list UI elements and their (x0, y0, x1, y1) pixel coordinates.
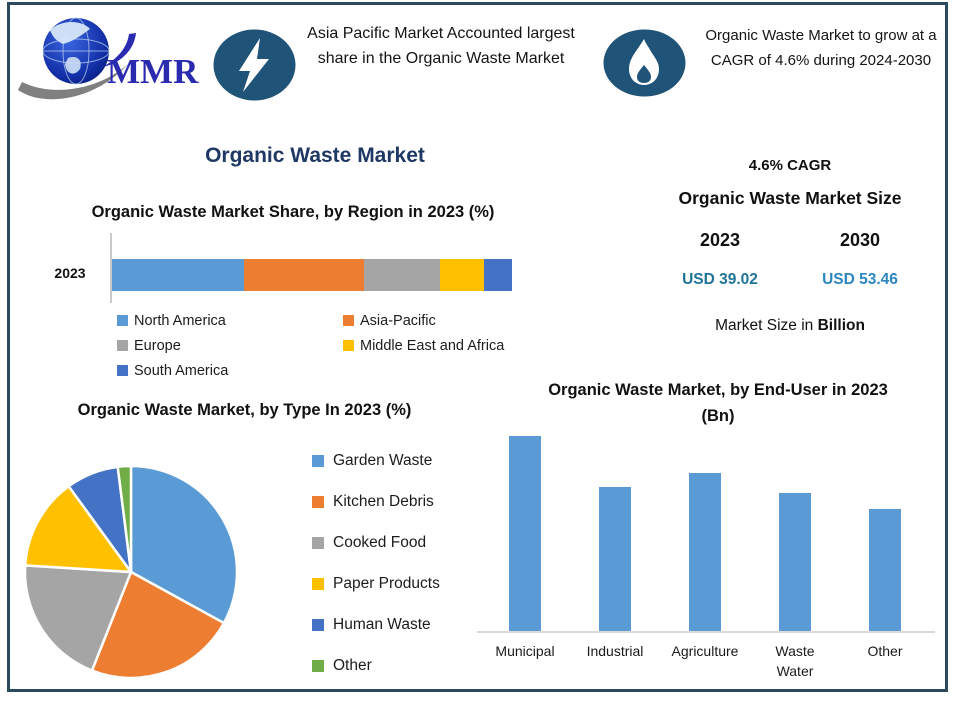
legend-label: Garden Waste (333, 452, 433, 469)
type-pie-chart (23, 464, 239, 680)
region-chart-legend: North America Asia-Pacific Europe Middle Ea… (117, 310, 557, 381)
pie-slice-cooked-food (23, 564, 133, 672)
legend-item-cooked-food: Cooked Food (312, 531, 440, 555)
region-chart-category-label: 2023 (54, 265, 86, 281)
region-chart-axis (110, 233, 112, 303)
legend-swatch (312, 537, 324, 549)
legend-swatch (117, 365, 128, 376)
legend-swatch (343, 340, 354, 351)
bar-column-waste-water (750, 493, 840, 632)
logo-text: MMR (107, 52, 199, 91)
market-size-2023-value: USD 39.02 (682, 271, 758, 288)
type-chart-title: Organic Waste Market, by Type In 2023 (%… (77, 401, 412, 419)
logo-swoosh-gray (18, 64, 128, 100)
lightning-icon (213, 29, 296, 101)
pie-slice-other (116, 464, 133, 574)
region-segment-asia-pacific (244, 259, 364, 291)
region-chart-title: Organic Waste Market Share, by Region in… (91, 203, 495, 221)
legend-item-garden-waste: Garden Waste (312, 449, 440, 473)
tick-label: Industrial (586, 643, 644, 659)
bar (779, 493, 811, 632)
region-segment-europe (364, 259, 440, 291)
header-callout-asia-pacific: Asia Pacific Market Accounted largest sh… (307, 25, 575, 67)
legend-swatch (117, 315, 128, 326)
tick-label: Other (867, 643, 903, 659)
legend-label: Europe (134, 337, 181, 354)
legend-label: North America (134, 312, 226, 329)
pie-slice-paper-products (23, 484, 133, 574)
bar-column-municipal (480, 436, 570, 632)
legend-swatch (312, 660, 324, 672)
legend-swatch (312, 496, 324, 508)
enduser-chart-tick-labels: Municipal Industrial Agriculture Waste Wate… (480, 641, 930, 681)
legend-label: Human Waste (333, 616, 431, 633)
enduser-bar-plot (480, 436, 930, 632)
legend-item-asia-pacific: Asia-Pacific (343, 310, 557, 331)
bar (689, 473, 721, 632)
header-callout-cagr: Organic Waste Market to grow at a CAGR o… (705, 27, 937, 69)
legend-label: Middle East and Africa (360, 337, 505, 354)
footnote-text: Market Size in (715, 317, 818, 334)
market-size-footnote: Market Size in Billion (650, 317, 930, 335)
pie-slice-kitchen-debris (90, 570, 226, 680)
enduser-chart-baseline (477, 631, 935, 633)
legend-item-human-waste: Human Waste (312, 613, 440, 637)
bar-column-agriculture (660, 473, 750, 632)
year-2030-label: 2030 (839, 230, 881, 250)
page-title: Organic Waste Market (205, 144, 425, 167)
legend-label: Cooked Food (333, 534, 427, 551)
legend-label: Other (333, 657, 372, 674)
region-segment-north-america (112, 259, 244, 291)
legend-item-paper-products: Paper Products (312, 572, 440, 596)
market-size-years: 2023 2030 (650, 230, 930, 251)
enduser-chart-title: Organic Waste Market, by End-User in 202… (548, 381, 888, 425)
legend-label: Asia-Pacific (360, 312, 436, 329)
legend-label: Kitchen Debris (333, 493, 434, 510)
region-segment-south-america (484, 259, 512, 291)
tick-label: Waste Water (775, 643, 815, 679)
legend-label: Paper Products (333, 575, 440, 592)
legend-item-kitchen-debris: Kitchen Debris (312, 490, 440, 514)
legend-label: South America (134, 362, 229, 379)
legend-swatch (117, 340, 128, 351)
legend-swatch (312, 619, 324, 631)
type-chart-legend: Garden Waste Kitchen Debris Cooked Food Pap… (312, 449, 440, 678)
region-segment-middle-east-and-africa (440, 259, 484, 291)
market-size-2030-value: USD 53.46 (822, 271, 898, 288)
bar (509, 436, 541, 632)
tick-label: Municipal (495, 643, 555, 659)
mmr-logo: MMR (18, 17, 199, 100)
legend-item-north-america: North America (117, 310, 343, 331)
region-stacked-bar (112, 259, 512, 291)
pie-slice-garden-waste (129, 464, 239, 625)
bar (869, 509, 901, 632)
flame-icon (603, 29, 686, 97)
tick-label: Agriculture (671, 643, 739, 659)
market-size-values: USD 39.02 USD 53.46 (650, 271, 930, 289)
market-size-title: Organic Waste Market Size (678, 188, 902, 208)
legend-item-south-america: South America (117, 360, 343, 381)
legend-swatch (312, 455, 324, 467)
cagr-value: 4.6% CAGR (748, 157, 832, 174)
legend-item-middle-east-and-africa: Middle East and Africa (343, 335, 557, 356)
bar-column-industrial (570, 487, 660, 632)
bar-column-other (840, 509, 930, 632)
footnote-bold-text: Billion (817, 317, 865, 334)
bar (599, 487, 631, 632)
year-2023-label: 2023 (699, 230, 741, 250)
logo-swoosh-blue (103, 33, 136, 67)
legend-swatch (343, 315, 354, 326)
legend-item-europe: Europe (117, 335, 343, 356)
legend-swatch (312, 578, 324, 590)
legend-item-other: Other (312, 654, 440, 678)
